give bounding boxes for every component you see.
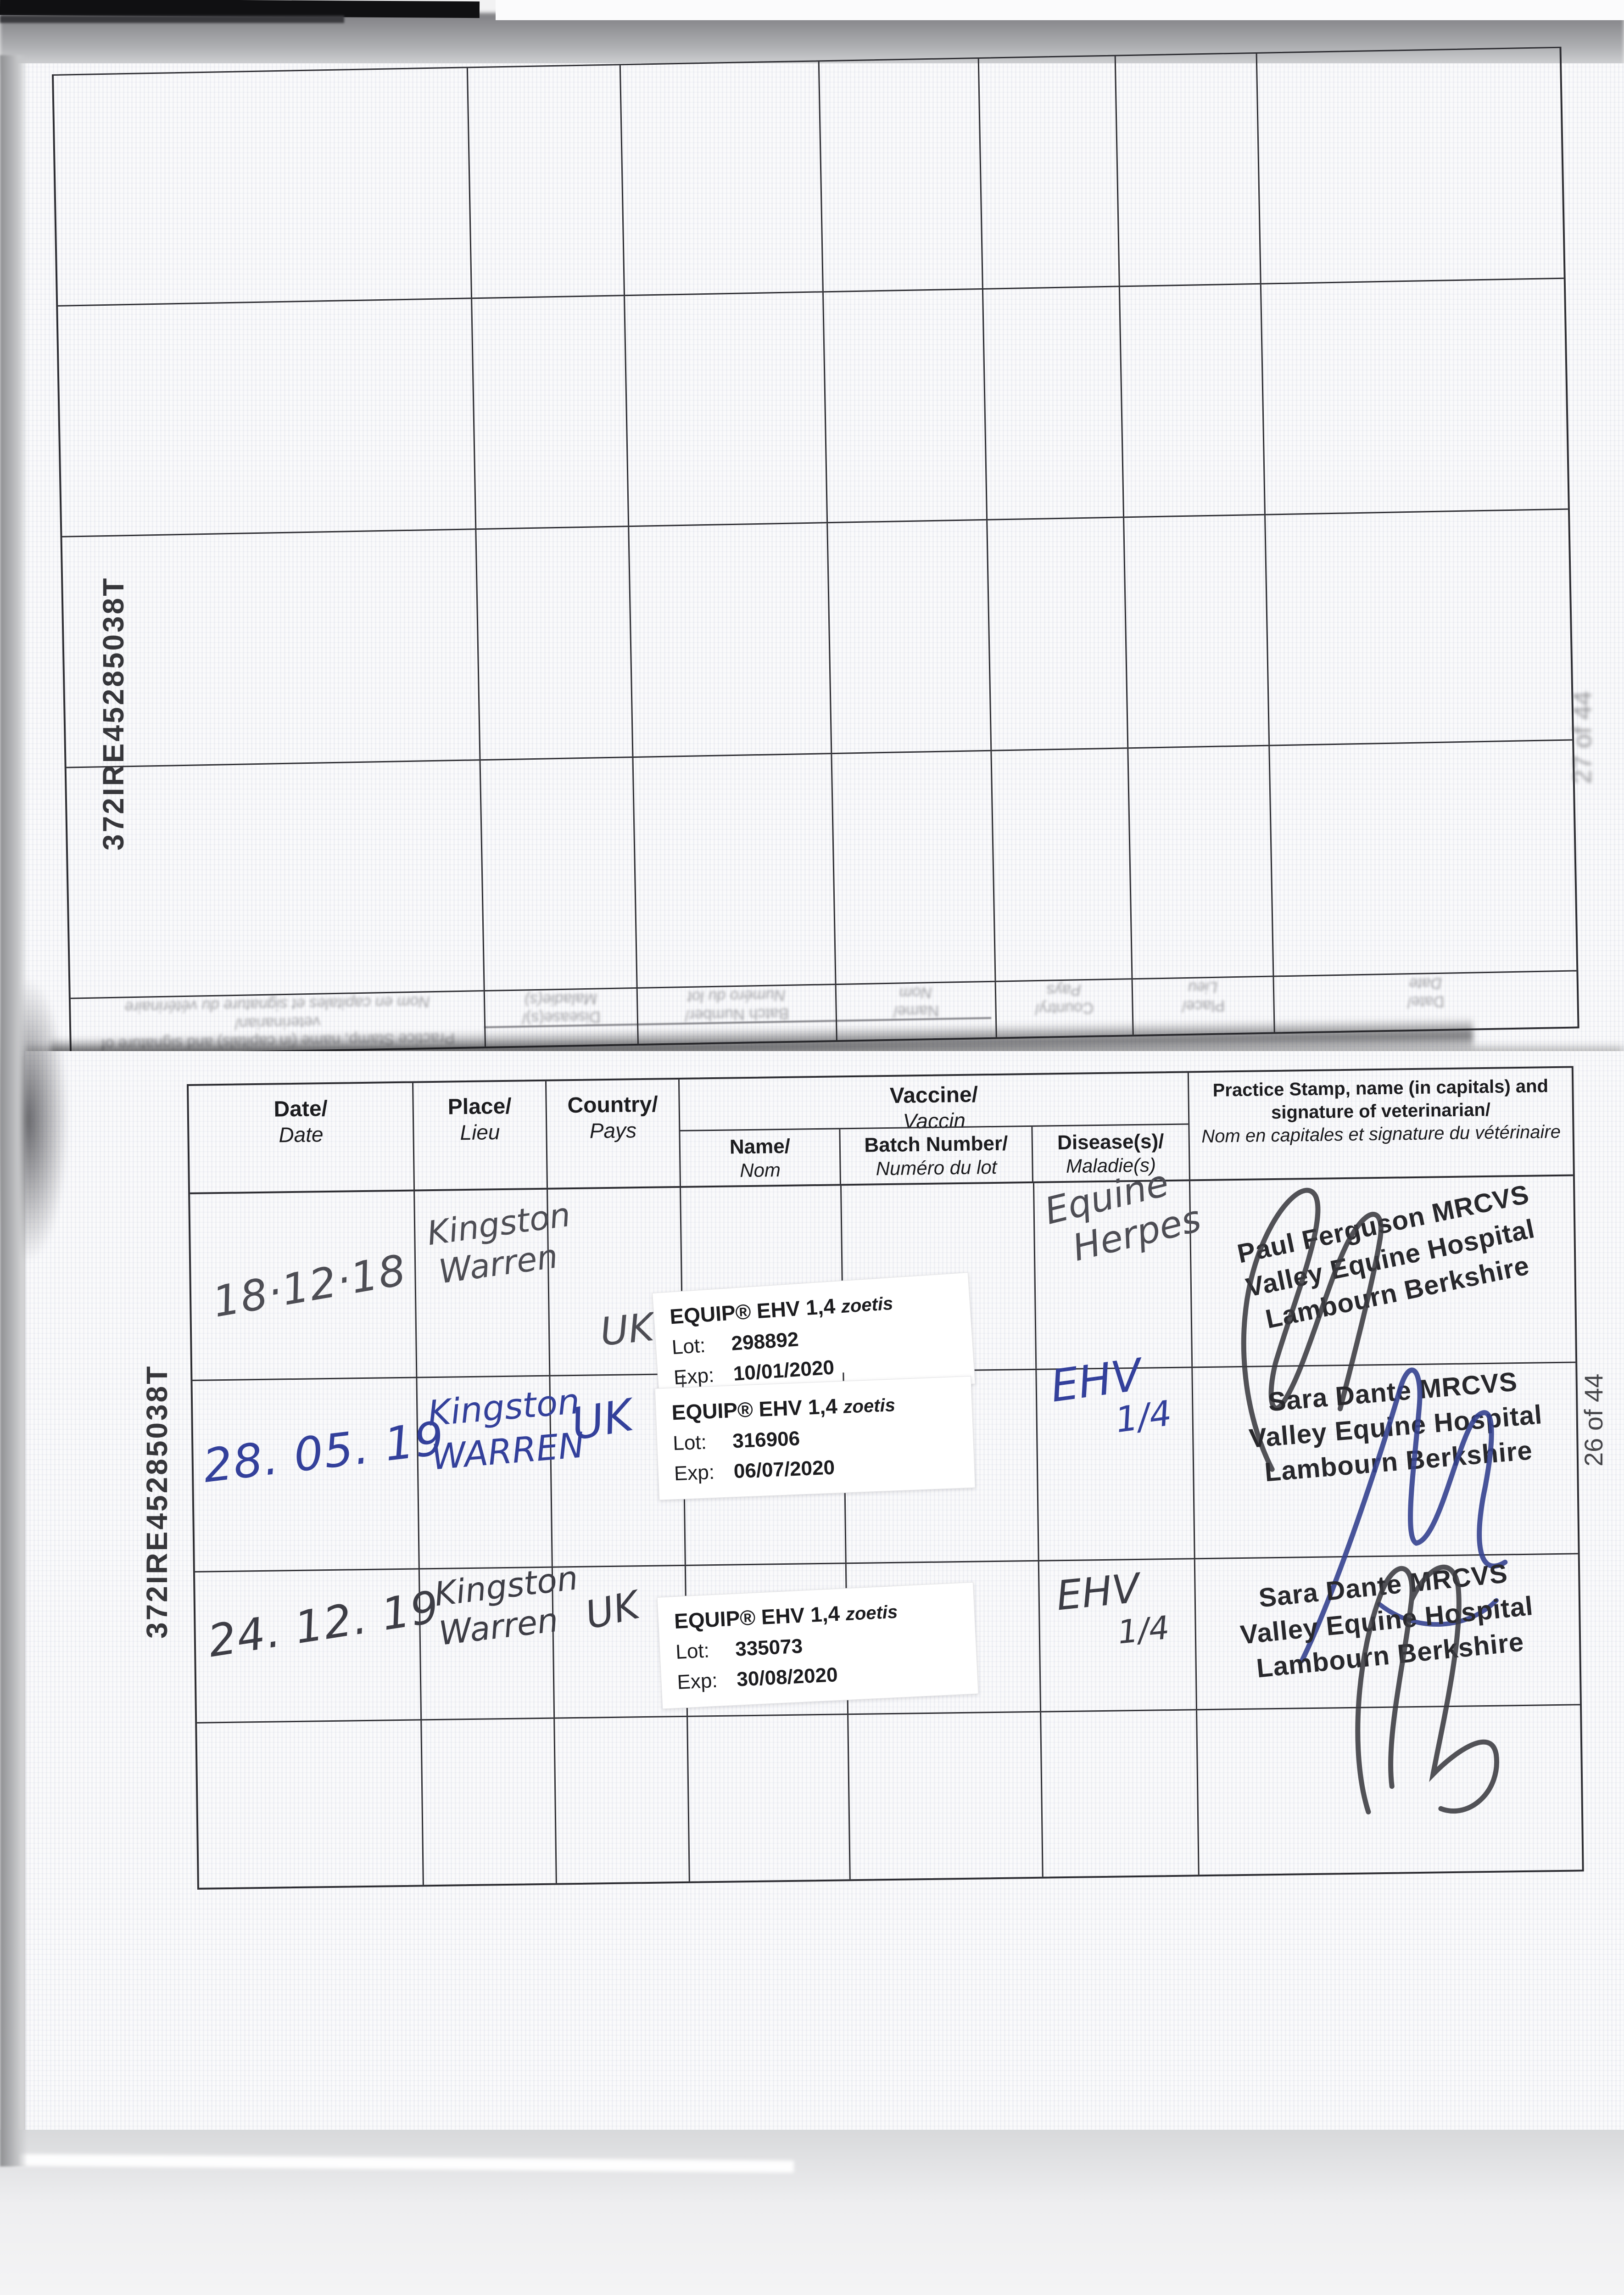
empty-grid-row [58, 279, 1568, 537]
cover-dark-edge-2 [0, 16, 344, 23]
table-header-row: Date/ Date Place/ Lieu Country/ Pays Vac… [189, 1068, 1573, 1194]
header-date: Date/ Date [189, 1083, 415, 1192]
ud-place-header: Place/ [1181, 996, 1225, 1015]
vaccination-row-1: 18·12·18 Kingston Warren UK EQUIP® EHV 1… [190, 1161, 1576, 1472]
header-vaccine-name: Name/ Nom [680, 1129, 842, 1186]
exp-label: Exp: [676, 1669, 718, 1694]
lot-label: Lot: [675, 1639, 710, 1663]
vaccination-page: Date/ Date Place/ Lieu Country/ Pays Vac… [25, 1051, 1624, 2162]
scan-background [496, 0, 1624, 20]
entry-disease: EHV 1/4 [1047, 1349, 1174, 1441]
top-page: Practice Stamp, name (in capitals) and s… [11, 46, 1624, 1057]
empty-grid-row [66, 740, 1577, 999]
vaccine-product: EQUIP® EHV 1,4 [669, 1294, 836, 1329]
entry-date: 28. 05. 19 [200, 1411, 448, 1493]
vaccination-row-empty [197, 1705, 1582, 1888]
ud-country-header: Country/ [1034, 999, 1094, 1018]
entry-country: UK [598, 1304, 656, 1355]
vaccination-row-2: 28. 05. 19 Kingston WARREN UK EQUIP® EHV… [192, 1349, 1578, 1663]
plastic-sleeve-edge [0, 2130, 1624, 2295]
header-country: Country/ Pays [546, 1079, 681, 1188]
entry-date: 24. 12. 19 [204, 1581, 443, 1668]
entry-country: UK [581, 1582, 644, 1638]
ud-name-header: Name/ [893, 1002, 939, 1020]
empty-grid-row [54, 48, 1564, 307]
lot-value: 335073 [735, 1634, 804, 1661]
page-number-top: 27 of 44 [1568, 691, 1596, 784]
vaccine-product: EQUIP® EHV 1,4 [671, 1394, 838, 1425]
exp-value: 30/08/2020 [736, 1663, 838, 1691]
ud-batch-header: Batch Number/ [685, 1004, 789, 1024]
entry-country: UK [568, 1389, 637, 1450]
ud-disease-header: Disease(s)/ [521, 1008, 601, 1027]
entry-disease: EHV 1/4 [1054, 1564, 1171, 1651]
header-place: Place/ Lieu [413, 1081, 548, 1190]
lot-value: 316906 [732, 1427, 801, 1453]
empty-grid-row [62, 509, 1573, 768]
vaccine-product: EQUIP® EHV 1,4 [673, 1601, 841, 1634]
vaccination-row-3: 24. 12. 19 Kingston Warren UK EQUIP® EHV… [195, 1554, 1580, 1814]
passport-id-code-bottom: 372IRE45285038T [140, 1364, 173, 1639]
vaccination-table: Date/ Date Place/ Lieu Country/ Pays Vac… [187, 1066, 1584, 1890]
practice-stamp: Sara Dante MRCVS Valley Equine Hospital … [1245, 1362, 1547, 1491]
exp-label: Exp: [674, 1461, 715, 1485]
header-vaccine-group: Vaccine/ Vaccin Name/ Nom Batch Number/ … [679, 1073, 1190, 1186]
lot-label: Lot: [671, 1334, 706, 1359]
exp-value: 06/07/2020 [733, 1456, 835, 1483]
practice-stamp: Sara Dante MRCVS Valley Equine Hospital … [1235, 1554, 1538, 1687]
book-left-edge [0, 55, 28, 2166]
entry-date: 18·12·18 [209, 1245, 410, 1327]
passport-id-code-top: 372IRE45285038T [97, 576, 130, 851]
practice-stamp: Paul Ferguson MRCVS Valley Equine Hospit… [1234, 1177, 1546, 1340]
top-empty-grid: Practice Stamp, name (in capitals) and s… [52, 46, 1579, 1056]
header-vaccine: Vaccine/ Vaccin [889, 1082, 978, 1133]
header-practice-stamp: Practice Stamp, name (in capitals) and s… [1201, 1076, 1561, 1147]
lot-label: Lot: [672, 1431, 707, 1455]
lot-value: 298892 [731, 1328, 799, 1355]
page-number-bottom: 26 of 44 [1579, 1373, 1608, 1467]
header-batch-number: Batch Number/ Numéro du lot [840, 1126, 1033, 1184]
